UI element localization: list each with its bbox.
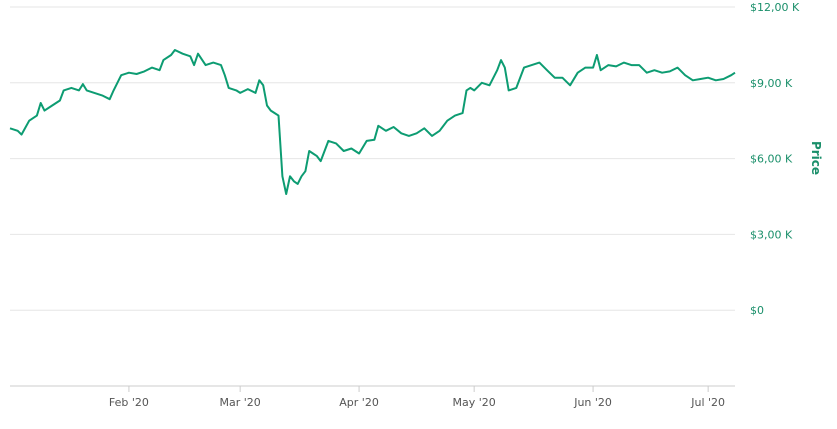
- y-tick-label: $3,00 K: [750, 228, 793, 241]
- x-tick-label: Jul '20: [690, 396, 725, 409]
- x-tick-label: Mar '20: [220, 396, 261, 409]
- price-series-line[interactable]: [9, 49, 736, 195]
- y-tick-label: $12,00 K: [750, 1, 800, 14]
- y-tick-label: $6,00 K: [750, 153, 793, 166]
- x-tick-label: Jun '20: [573, 396, 612, 409]
- y-tick-label: $9,00 K: [750, 77, 793, 90]
- y-axis-ticks: $0 $3,00 K $6,00 K $9,00 K $12,00 K: [750, 1, 800, 317]
- x-tick-label: Feb '20: [109, 396, 149, 409]
- x-axis-ticks: Feb '20 Mar '20 Apr '20 May '20 Jun '20 Jul '…: [109, 386, 725, 409]
- x-tick-label: May '20: [453, 396, 496, 409]
- y-axis-title: Price: [809, 141, 823, 175]
- gridlines: [10, 6, 735, 311]
- x-tick-label: Apr '20: [339, 396, 379, 409]
- y-tick-label: $0: [750, 304, 764, 317]
